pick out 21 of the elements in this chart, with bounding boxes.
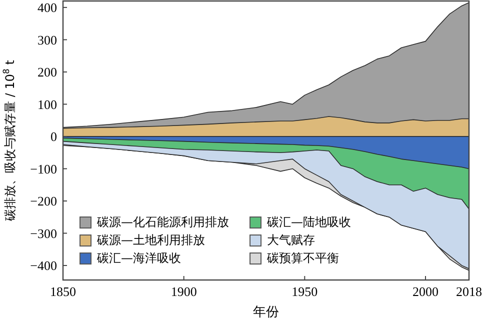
legend-label: 碳源—土地利用排放 (96, 233, 205, 248)
y-tick-label: −400 (30, 258, 57, 274)
legend-label: 碳源—化石能源利用排放 (96, 215, 229, 230)
x-tick-label: 1850 (50, 284, 76, 299)
x-axis-title: 年份 (253, 305, 279, 320)
x-tick-label: 1900 (170, 284, 197, 299)
y-tick-label: 300 (38, 32, 57, 48)
y-tick-label: −200 (30, 194, 57, 209)
legend-label: 碳汇—陆地吸收 (266, 215, 351, 230)
legend-label: 碳汇—海洋吸收 (96, 251, 181, 266)
y-tick-label: 400 (38, 0, 57, 15)
y-tick-label: 0 (50, 129, 57, 144)
legend-label: 大气赋存 (267, 233, 315, 248)
x-tick-label: 1950 (292, 284, 318, 299)
x-tick-label: 2018 (456, 284, 482, 299)
y-tick-label: −300 (30, 226, 57, 241)
y-tick-label: −100 (30, 161, 57, 176)
y-tick-label: 200 (38, 64, 57, 80)
legend-label: 碳预算不平衡 (266, 251, 339, 266)
x-tick-label: 2000 (412, 284, 438, 299)
y-tick-label: 100 (38, 96, 57, 112)
